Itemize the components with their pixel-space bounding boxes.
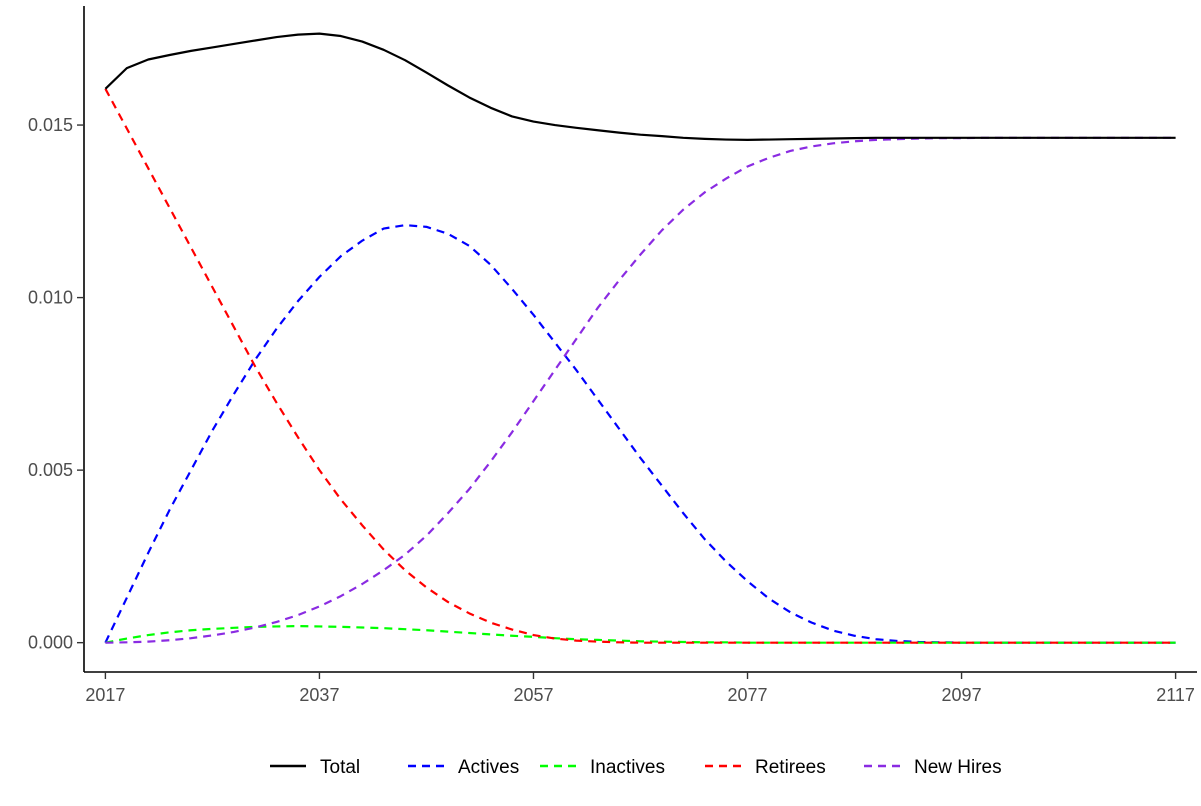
series-line-actives [104, 224, 1176, 644]
y-tick-label: 0.005 [28, 460, 73, 480]
legend-label: Actives [458, 757, 519, 778]
legend-label: New Hires [914, 757, 1002, 778]
y-ticks: 0.000 0.005 0.010 0.015 [28, 115, 84, 653]
x-tick-label: 2097 [942, 685, 982, 705]
x-ticks: 2017 2037 2057 2077 2097 2117 [85, 672, 1195, 705]
x-tick-label: 2017 [85, 685, 125, 705]
legend-label: Inactives [590, 757, 665, 778]
series-line-inactives [105, 625, 1176, 644]
y-tick-label: 0.010 [28, 288, 73, 308]
y-tick-label: 0.000 [28, 633, 73, 653]
axes: 0.000 0.005 0.010 0.015 2017 2037 2057 2077 209… [28, 6, 1197, 705]
legend-label: Total [320, 757, 360, 778]
plot-area [104, 32, 1176, 644]
x-tick-label: 2077 [727, 685, 767, 705]
series-line-new-hires [105, 136, 1176, 644]
series-lines [104, 32, 1176, 644]
x-tick-label: 2037 [299, 685, 339, 705]
legend-label: Retirees [755, 757, 826, 778]
series-line-total [104, 32, 1176, 141]
x-tick-label: 2117 [1156, 685, 1195, 705]
y-tick-label: 0.015 [28, 115, 73, 135]
series-line-retirees [104, 88, 1176, 644]
legend: Total Actives Inactives Retirees New Hires [270, 757, 1002, 778]
x-tick-label: 2057 [513, 685, 553, 705]
